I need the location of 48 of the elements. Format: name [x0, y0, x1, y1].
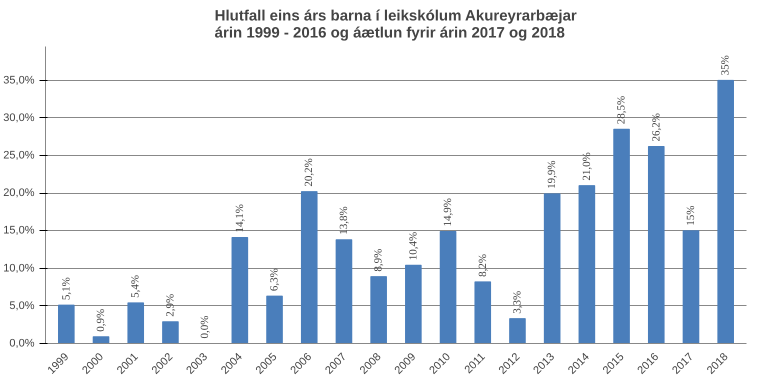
data-label: 14,1% [234, 204, 246, 232]
y-tick-label: 20,0% [3, 187, 35, 200]
bar [717, 80, 734, 344]
data-label: 13,8% [338, 206, 350, 235]
data-label: 0,9% [95, 308, 108, 332]
bar [336, 239, 352, 344]
data-label: 10,4% [407, 232, 420, 260]
y-tick-label: 30,0% [3, 112, 35, 124]
bar [405, 264, 422, 344]
data-label: 26,2% [650, 113, 662, 142]
data-label: 2,9% [164, 294, 176, 317]
bar [370, 276, 387, 344]
bar [682, 230, 700, 344]
bar [509, 318, 526, 344]
data-label: 8,9% [372, 248, 385, 272]
bar [300, 191, 318, 344]
data-label: 5,1% [60, 277, 72, 300]
bar [92, 336, 110, 344]
bar [578, 185, 596, 344]
bar [474, 281, 492, 344]
y-tick-label: 10,0% [3, 262, 35, 274]
bar [162, 321, 179, 344]
y-tick-label: 0,0% [9, 338, 35, 350]
y-tick-label: 5,0% [9, 300, 35, 312]
data-label: 14,9% [442, 198, 454, 226]
data-label: 19,9% [546, 160, 558, 189]
data-label: 35% [720, 55, 732, 76]
bar [544, 193, 560, 344]
bar [232, 236, 248, 344]
data-label: 21,0% [580, 152, 593, 181]
bar [648, 146, 665, 344]
y-tick-label: 25,0% [3, 150, 35, 162]
bar [127, 302, 144, 344]
bar [58, 304, 75, 344]
data-label: 6,3% [268, 268, 281, 292]
bar [613, 128, 630, 344]
data-label: 5,4% [130, 274, 142, 298]
data-label: 28,5% [616, 96, 628, 124]
data-label: 15% [684, 206, 697, 226]
bar [266, 296, 283, 344]
y-tick-label: 15,0% [3, 224, 35, 237]
y-tick-label: 35,0% [3, 74, 35, 86]
data-label: 20,2% [303, 158, 316, 187]
data-label: 8,2% [476, 254, 489, 277]
data-label: 3,3% [511, 290, 524, 314]
data-label: 0,0% [199, 316, 212, 338]
bar [440, 230, 456, 344]
chart-title: Hlutfall eins árs barna í leikskólum Akureyrarbæjar árin 1999 - 2016 og áætlun fyrir árin 2017 og 2018 [214, 8, 577, 42]
